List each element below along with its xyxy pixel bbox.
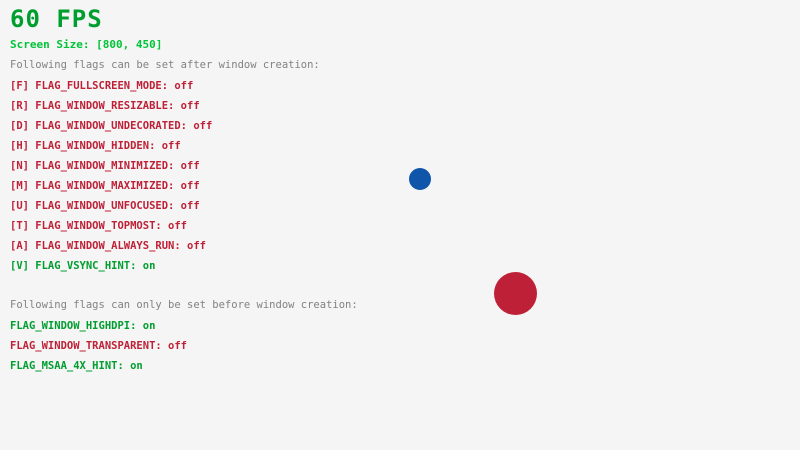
- flag-window-unfocused: [U] FLAG_WINDOW_UNFOCUSED: off: [10, 200, 200, 212]
- flag-window-topmost: [T] FLAG_WINDOW_TOPMOST: off: [10, 220, 188, 232]
- flag-window-minimized: [N] FLAG_WINDOW_MINIMIZED: off: [10, 160, 200, 172]
- flag-window-undecorated: [D] FLAG_WINDOW_UNDECORATED: off: [10, 120, 213, 132]
- flag-window-hidden: [H] FLAG_WINDOW_HIDDEN: off: [10, 140, 181, 152]
- flag-window-always-run: [A] FLAG_WINDOW_ALWAYS_RUN: off: [10, 240, 206, 252]
- red-ball: [494, 272, 537, 315]
- flag-vsync-hint: [V] FLAG_VSYNC_HINT: on: [10, 260, 156, 272]
- flag-fullscreen-mode: [F] FLAG_FULLSCREEN_MODE: off: [10, 80, 194, 92]
- flag-window-resizable: [R] FLAG_WINDOW_RESIZABLE: off: [10, 100, 200, 112]
- blue-ball: [409, 168, 431, 190]
- section-header-after-creation: Following flags can be set after window …: [10, 59, 320, 71]
- flag-msaa-4x-hint: FLAG_MSAA_4X_HINT: on: [10, 360, 143, 372]
- flag-window-highdpi: FLAG_WINDOW_HIGHDPI: on: [10, 320, 156, 332]
- screen-size-label: Screen Size: [800, 450]: [10, 38, 163, 51]
- flag-window-transparent: FLAG_WINDOW_TRANSPARENT: off: [10, 340, 188, 352]
- fps-counter: 60 FPS: [10, 5, 103, 33]
- section-header-before-creation: Following flags can only be set before w…: [10, 299, 358, 311]
- flag-window-maximized: [M] FLAG_WINDOW_MAXIMIZED: off: [10, 180, 200, 192]
